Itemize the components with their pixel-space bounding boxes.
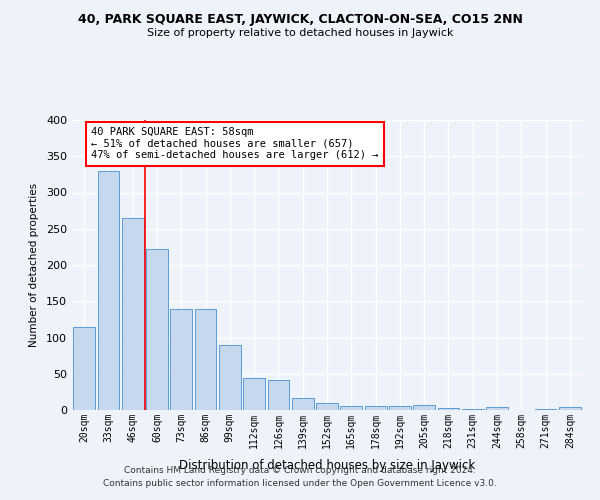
Bar: [73, 326, 95, 410]
Bar: [97, 171, 119, 410]
Bar: [559, 407, 581, 410]
Bar: [437, 408, 460, 410]
Bar: [194, 308, 217, 410]
Y-axis label: Number of detached properties: Number of detached properties: [29, 183, 39, 347]
Bar: [486, 407, 508, 410]
Bar: [389, 406, 411, 410]
Bar: [316, 404, 338, 410]
Bar: [413, 405, 435, 410]
Bar: [292, 398, 314, 410]
Bar: [219, 345, 241, 410]
Bar: [365, 406, 386, 410]
Bar: [243, 378, 265, 410]
Text: Contains HM Land Registry data © Crown copyright and database right 2024.
Contai: Contains HM Land Registry data © Crown c…: [103, 466, 497, 487]
X-axis label: Distribution of detached houses by size in Jaywick: Distribution of detached houses by size …: [179, 459, 475, 472]
Bar: [268, 380, 289, 410]
Bar: [146, 249, 168, 410]
Text: 40 PARK SQUARE EAST: 58sqm
← 51% of detached houses are smaller (657)
47% of sem: 40 PARK SQUARE EAST: 58sqm ← 51% of deta…: [91, 127, 379, 160]
Text: 40, PARK SQUARE EAST, JAYWICK, CLACTON-ON-SEA, CO15 2NN: 40, PARK SQUARE EAST, JAYWICK, CLACTON-O…: [77, 12, 523, 26]
Bar: [340, 406, 362, 410]
Text: Size of property relative to detached houses in Jaywick: Size of property relative to detached ho…: [147, 28, 453, 38]
Bar: [122, 218, 143, 410]
Bar: [170, 308, 192, 410]
